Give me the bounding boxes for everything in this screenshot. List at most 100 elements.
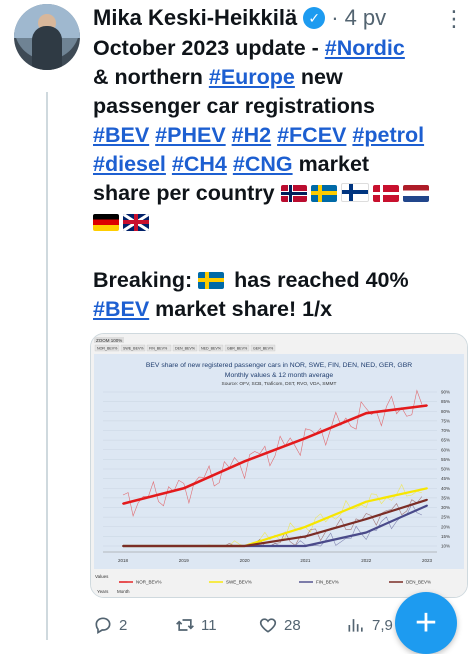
y-tick-label: 25% <box>441 515 450 520</box>
y-tick-label: 10% <box>441 544 450 549</box>
views-button[interactable]: 7,9 <box>346 615 393 635</box>
hashtag-phev[interactable]: #PHEV <box>155 123 226 147</box>
series-chip[interactable] <box>250 344 276 352</box>
values-label: Values <box>95 574 109 579</box>
netherlands-flag-icon <box>402 185 429 202</box>
series-chip[interactable] <box>146 344 172 352</box>
hashtag-ch4[interactable]: #CH4 <box>171 152 227 176</box>
chart-source: Source: OFV, SCB, Traficom, DST, RVO, VD… <box>222 381 337 387</box>
series-point <box>304 525 307 528</box>
denmark-flag-icon <box>372 185 399 202</box>
series-point <box>304 545 307 547</box>
reply-count: 2 <box>119 616 128 634</box>
x-tick-label: 2023 <box>422 558 433 563</box>
legend-label: DEN_BEV% <box>406 580 431 585</box>
zoom-label: ZOOM 100% <box>96 338 122 343</box>
thread-line <box>46 92 48 640</box>
hashtag-fcev[interactable]: #FCEV <box>277 123 347 147</box>
y-tick-label: 75% <box>441 418 450 423</box>
sweden-flag-icon <box>310 185 337 202</box>
tweet-text: October 2023 update - #Nordic & northern… <box>93 34 471 324</box>
y-tick-label: 80% <box>441 409 450 414</box>
y-tick-label: 50% <box>441 467 450 472</box>
series-chip-label: SWE_BEV% <box>123 347 144 351</box>
separator-dot: · <box>331 5 339 30</box>
sweden-flag-icon <box>198 272 225 289</box>
heart-icon <box>259 618 277 633</box>
series-point <box>426 504 428 507</box>
view-count: 7,9 <box>372 616 393 634</box>
author-name[interactable]: Mika Keski-Heikkilä <box>93 5 298 30</box>
series-point <box>426 487 428 490</box>
hashtag-h2[interactable]: #H2 <box>231 123 272 147</box>
series-chip-label: NED_BEV% <box>201 347 222 351</box>
average-series-line <box>123 498 428 548</box>
chart-subtitle: Monthly values & 12 month average <box>225 372 334 379</box>
hashtag-bev[interactable]: #BEV <box>93 297 150 321</box>
series-point <box>304 535 307 538</box>
series-point <box>243 460 246 463</box>
hashtag-bev[interactable]: #BEV <box>93 123 150 147</box>
norway-flag-icon <box>280 185 307 202</box>
hashtag-europe[interactable]: #Europe <box>208 65 295 89</box>
retweet-icon <box>176 619 194 631</box>
y-tick-label: 90% <box>441 390 450 395</box>
hashtag-diesel[interactable]: #diesel <box>93 152 166 176</box>
like-button[interactable]: 28 <box>258 615 346 635</box>
series-chip[interactable] <box>198 344 224 352</box>
tweet-header: Mika Keski-Heikkilä ✓ · 4 pv <box>93 2 386 34</box>
y-tick-label: 30% <box>441 505 450 510</box>
series-point <box>122 502 124 505</box>
attached-chart-image[interactable]: ZOOM 100% NOR_BEV% SWE_BEV% FIN_BEV% DEN_BE… <box>90 333 468 598</box>
series-point <box>365 412 368 415</box>
y-tick-label: 60% <box>441 447 450 452</box>
chart-title: BEV share of new registered passenger ca… <box>146 362 412 369</box>
y-tick-label: 45% <box>441 476 450 481</box>
series-chip[interactable] <box>94 344 120 352</box>
finland-flag-icon <box>340 183 369 202</box>
retweet-button[interactable]: 11 <box>175 615 258 635</box>
month-label: Month <box>117 589 130 594</box>
series-chip[interactable] <box>224 344 250 352</box>
series-chip-label: NOR_BEV% <box>97 347 118 351</box>
x-tick-label: 2020 <box>240 558 251 563</box>
hashtag-petrol[interactable]: #petrol <box>352 123 425 147</box>
hashtag-nordic[interactable]: #Nordic <box>324 36 405 60</box>
x-tick-label: 2018 <box>118 558 129 563</box>
legend-label: FIN_BEV% <box>316 580 339 585</box>
y-tick-label: 85% <box>441 399 450 404</box>
y-tick-label: 35% <box>441 495 450 500</box>
series-point <box>426 498 428 501</box>
series-point <box>365 500 368 503</box>
reply-button[interactable]: 2 <box>93 615 175 635</box>
y-tick-label: 40% <box>441 486 450 491</box>
germany-flag-icon <box>93 214 119 231</box>
series-point <box>365 518 368 520</box>
series-chip-label: DEN_BEV% <box>175 347 196 351</box>
plus-icon: + <box>414 601 438 644</box>
series-chip-label: FIN_BEV% <box>149 347 168 351</box>
average-series-line <box>122 404 428 505</box>
series-chip[interactable] <box>120 344 146 352</box>
x-tick-label: 2022 <box>361 558 372 563</box>
y-tick-label: 70% <box>441 428 450 433</box>
series-point <box>182 545 185 547</box>
y-tick-label: 15% <box>441 534 450 539</box>
reply-icon <box>95 617 111 634</box>
views-chart-icon <box>348 619 363 632</box>
more-options-icon[interactable]: ⋮ <box>443 6 466 31</box>
avatar[interactable] <box>14 4 80 70</box>
post-time[interactable]: 4 pv <box>344 5 387 30</box>
series-point <box>122 545 124 547</box>
retweet-count: 11 <box>201 616 217 634</box>
series-point <box>304 437 307 440</box>
series-point <box>182 487 185 490</box>
y-tick-label: 65% <box>441 438 450 443</box>
legend-label: SWE_BEV% <box>226 580 252 585</box>
verified-badge-icon: ✓ <box>303 7 326 29</box>
x-tick-label: 2021 <box>300 558 311 563</box>
series-point <box>243 545 246 547</box>
compose-button[interactable]: + <box>395 592 457 654</box>
hashtag-cng[interactable]: #CNG <box>232 152 293 176</box>
series-chip[interactable] <box>172 344 198 352</box>
